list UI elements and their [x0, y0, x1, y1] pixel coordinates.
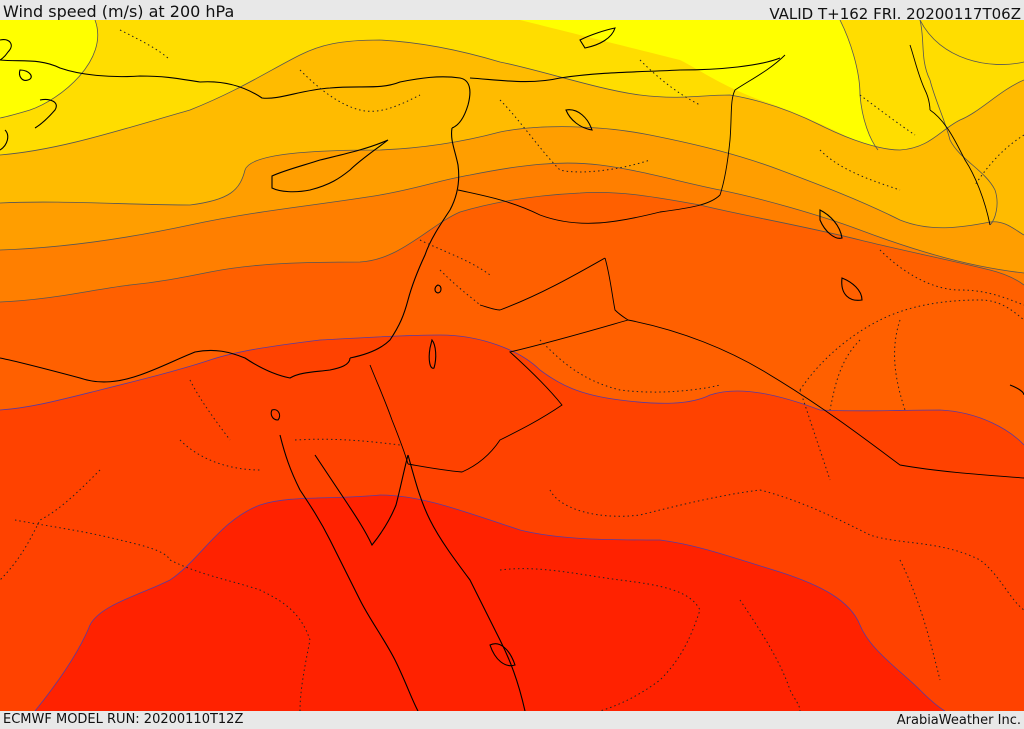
credit: ArabiaWeather Inc. [896, 713, 1021, 728]
coastlines [0, 27, 1024, 711]
header-bar: Wind speed (m/s) at 200 hPa VALID T+162 … [0, 0, 1024, 23]
wind-speed-map[interactable] [0, 20, 1024, 711]
admin-boundaries [0, 29, 1024, 711]
political-borders [369, 44, 1024, 479]
map-title: Wind speed (m/s) at 200 hPa [3, 2, 235, 21]
model-run: ECMWF MODEL RUN: 20200110T12Z [3, 712, 244, 727]
wind-bands [0, 20, 1024, 711]
footer-bar: ECMWF MODEL RUN: 20200110T12Z ArabiaWeat… [0, 711, 1024, 729]
map-canvas [0, 20, 1024, 711]
speed-contours [0, 20, 1024, 711]
valid-time: VALID T+162 FRI. 20200117T06Z [769, 5, 1021, 23]
band-8 [35, 495, 945, 711]
